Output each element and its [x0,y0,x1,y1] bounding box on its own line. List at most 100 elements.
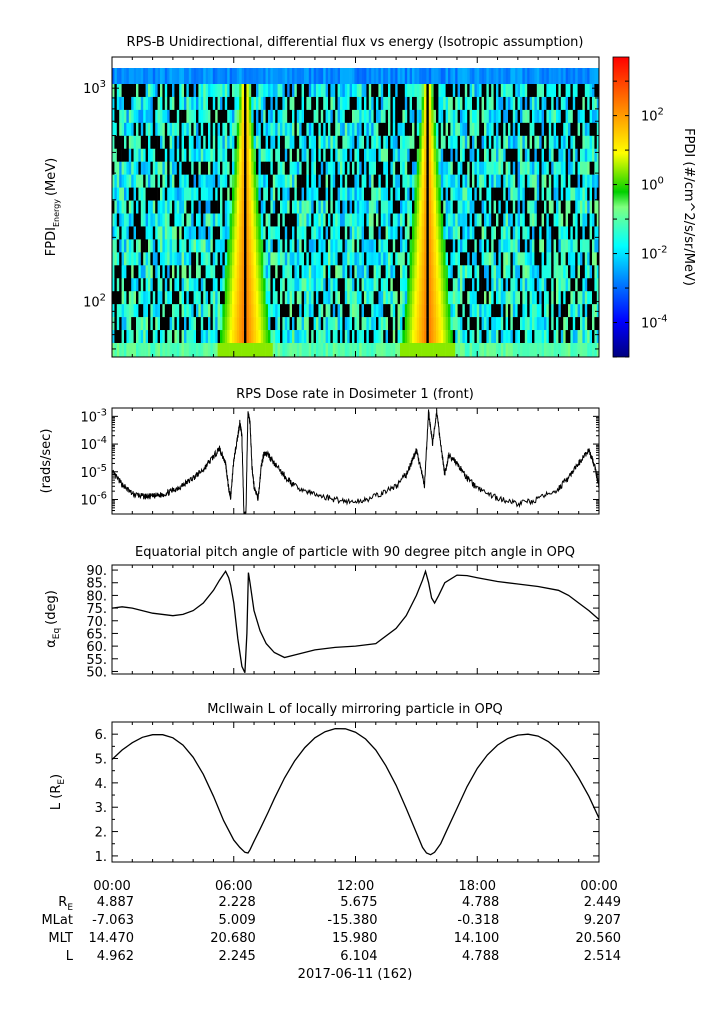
spectrogram-cell [568,68,571,84]
spectrogram-cell [373,213,377,227]
spectrogram-cell [148,174,151,188]
dose-rate-xticks [111,408,600,514]
spectrogram-cell [577,84,581,98]
spectrogram-cell [265,343,269,357]
spectrogram-cell [491,239,494,253]
spectrogram-cell [373,68,377,84]
spectrogram-cell [325,265,329,279]
spectrogram-cell [212,174,216,188]
spectrogram-cell [280,278,283,292]
spectrogram-cell [469,213,473,227]
spectrogram-cell [239,265,242,279]
spectrogram-cell [186,96,190,111]
spectrogram-cell [385,304,389,318]
spectrogram-cell [258,135,262,150]
spectrogram-cell [433,265,437,279]
spectrogram-cell [311,96,314,111]
spectrogram-cell [313,291,317,305]
spectrogram-cell [128,122,132,137]
spectrogram-cell [378,135,382,150]
spectrogram-cell [181,84,185,98]
spectrogram-cell [246,200,250,214]
spectrogram-cell [400,200,403,214]
spectrogram-cell [491,343,494,357]
spectrogram-cell [589,109,593,124]
spectrogram-cell [527,96,530,111]
spectrogram-cell [436,265,439,279]
spectrogram-cell [186,200,190,214]
spectrogram-cell [311,109,314,124]
spectrogram-cell [397,68,401,84]
spectrogram-cell [474,213,478,227]
spectrogram-cell [220,304,223,318]
pitch-angle-ytick-label: 50. [86,665,107,680]
spectrogram-cell [488,239,492,253]
spectrogram-cell [299,200,302,214]
spectrogram-cell [498,161,502,175]
spectrogram-cell [359,226,362,240]
spectrogram-cell [145,68,149,84]
spectrogram-cell [373,187,377,201]
spectrogram-cell [383,135,386,150]
spectrogram-cell [452,174,456,188]
spectrogram-cell [205,148,209,162]
spectrogram-cell [589,122,593,137]
spectrogram-cell [335,148,338,162]
x-tick-labels: 00:00 06:00 12:00 18:00 00:00 [93,879,617,894]
spectrogram-cell [364,148,367,162]
spectrogram-cell [356,122,360,137]
spectrogram-cell [112,84,115,98]
spectrogram-cell [179,213,182,227]
spectrogram-cell [280,187,283,201]
spectrogram-cell [126,109,130,124]
spectrogram-cell [515,200,518,214]
spectrogram-cell [551,148,554,162]
spectrogram-cell [205,68,209,84]
spectrogram-cell [268,278,271,292]
spectrogram-cell [212,161,216,175]
spectrogram-cell [536,109,540,124]
spectrogram-cell [284,84,288,98]
spectrogram-cell [282,278,286,292]
spectrogram-cell [244,68,247,84]
spectrogram-cell [587,317,590,331]
spectrogram-cell [534,265,538,279]
spectrogram-cell [472,187,475,201]
spectrogram-cell [570,265,574,279]
spectrogram-cell [464,304,468,318]
spectrogram-cell [563,239,566,253]
spectrogram-cell [361,200,365,214]
spectrogram-cell [395,84,398,98]
spectrogram-cell [565,213,569,227]
spectrogram-cell [589,200,593,214]
spectrogram-cell [270,135,274,150]
spectrogram-cell [424,291,427,305]
spectrogram-cell [224,68,228,84]
spectrogram-cell [323,252,326,266]
spectrogram-cell [119,135,122,150]
spectrogram-cell [416,200,420,214]
spectrogram-cell [556,304,559,318]
spectrogram-cell [323,187,326,201]
spectrogram-cell [500,161,504,175]
spectrogram-cell [529,96,533,111]
spectrogram-cell [133,252,137,266]
spectrogram-cell [496,84,499,98]
spectrogram-cell [258,187,262,201]
spectrogram-cell [244,330,247,344]
spectrogram-cell [222,239,226,253]
spectrogram-cell [176,187,180,201]
spectrogram-cell [258,226,262,240]
spectrogram-cell [373,330,377,344]
spectrogram-cell [258,96,262,111]
spectrogram-cell [577,265,581,279]
spectrogram-cell [467,304,470,318]
spectrogram-cell [464,343,468,357]
spectrogram-cell [124,109,127,124]
spectrogram-cell [520,109,523,124]
spectrogram-cell [143,304,146,318]
spectrogram-cell [419,187,422,201]
spectrogram-cell [133,213,137,227]
spectrogram-cell [505,200,509,214]
spectrogram-cell [594,161,598,175]
